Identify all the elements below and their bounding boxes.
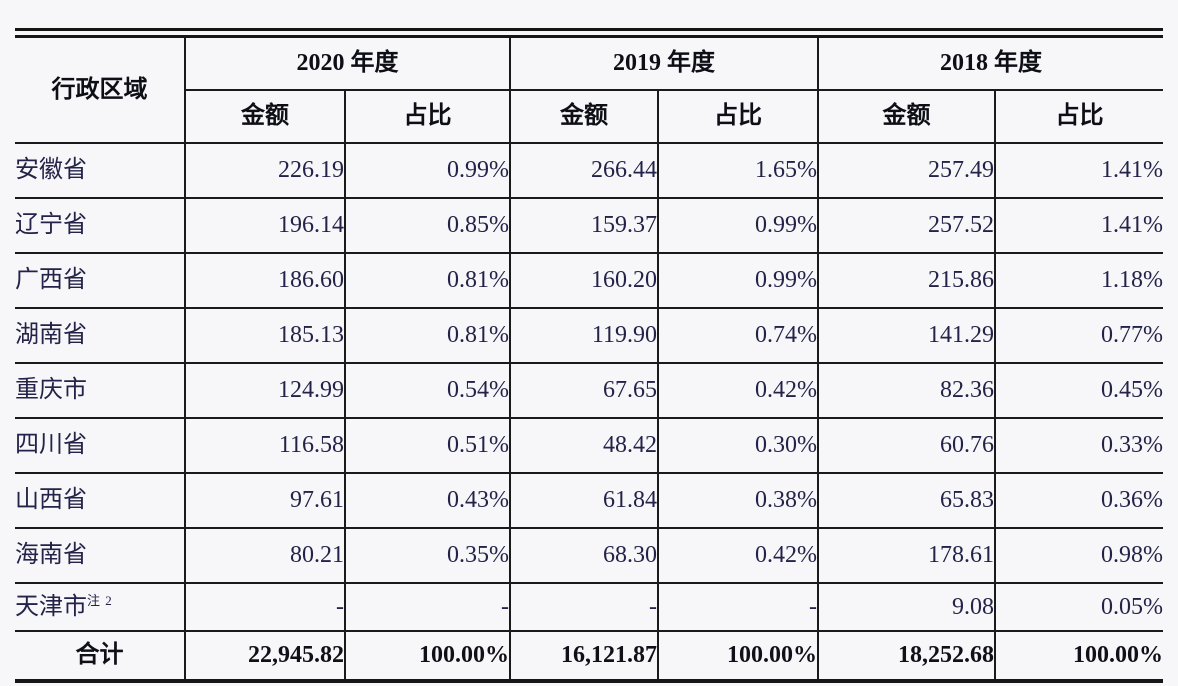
amount-cell: 68.30 [509, 528, 658, 584]
header-row-years: 行政区域 2020 年度 2019 年度 2018 年度 [15, 38, 1163, 144]
amount-cell: 257.49 [817, 143, 995, 199]
share-cell: 0.81% [344, 253, 510, 309]
amount-cell: 215.86 [817, 253, 995, 309]
amount-cell: 185.13 [184, 308, 345, 364]
total-row: 合计 22,945.82 100.00% 16,121.87 100.00% 1… [15, 631, 1163, 683]
table-row: 安徽省 226.19 0.99% 266.44 1.65% 257.49 1.4… [15, 143, 1163, 199]
amount-cell: 257.52 [817, 198, 995, 254]
total-amount-cell: 18,252.68 [817, 631, 995, 683]
amount-cell: 159.37 [509, 198, 658, 254]
region-cell: 安徽省 [15, 143, 185, 199]
table-top-double-rule [15, 28, 1163, 38]
share-header-2020: 占比 [344, 90, 510, 144]
region-cell: 广西省 [15, 253, 185, 309]
region-cell: 湖南省 [15, 308, 185, 364]
total-share-cell: 100.00% [344, 631, 510, 683]
share-cell: 0.98% [994, 528, 1163, 584]
region-label: 天津市 [15, 593, 87, 620]
revenue-by-region-table: 行政区域 2020 年度 2019 年度 2018 年度 金额 占比 金额 占比… [15, 38, 1163, 683]
total-share-cell: 100.00% [657, 631, 818, 683]
share-cell: 0.99% [657, 198, 818, 254]
share-cell: 0.42% [657, 528, 818, 584]
share-cell: 0.74% [657, 308, 818, 364]
footnote-marker: 注 2 [87, 592, 113, 608]
share-cell: 1.18% [994, 253, 1163, 309]
share-cell: 0.54% [344, 363, 510, 419]
share-cell: 0.30% [657, 418, 818, 474]
table-row: 湖南省 185.13 0.81% 119.90 0.74% 141.29 0.7… [15, 308, 1163, 364]
amount-cell: 196.14 [184, 198, 345, 254]
header-row-subcolumns: 金额 占比 金额 占比 金额 占比 [15, 90, 1163, 144]
amount-cell: 48.42 [509, 418, 658, 474]
region-column-header: 行政区域 [15, 38, 185, 144]
share-cell: 0.77% [994, 308, 1163, 364]
amount-cell: 160.20 [509, 253, 658, 309]
amount-cell: 226.19 [184, 143, 345, 199]
amount-cell: 119.90 [509, 308, 658, 364]
total-amount-cell: 16,121.87 [509, 631, 658, 683]
amount-cell: 61.84 [509, 473, 658, 529]
table-row: 天津市注 2 - - - - 9.08 0.05% [15, 583, 1163, 632]
amount-cell: - [509, 583, 658, 632]
amount-cell: 65.83 [817, 473, 995, 529]
amount-cell: 80.21 [184, 528, 345, 584]
share-header-2018: 占比 [994, 90, 1163, 144]
amount-cell: 9.08 [817, 583, 995, 632]
table-row: 辽宁省 196.14 0.85% 159.37 0.99% 257.52 1.4… [15, 198, 1163, 254]
region-cell: 海南省 [15, 528, 185, 584]
amount-cell: 82.36 [817, 363, 995, 419]
share-cell: 0.43% [344, 473, 510, 529]
amount-cell: 266.44 [509, 143, 658, 199]
amount-cell: 124.99 [184, 363, 345, 419]
table-row: 广西省 186.60 0.81% 160.20 0.99% 215.86 1.1… [15, 253, 1163, 309]
amount-cell: 116.58 [184, 418, 345, 474]
year-2018-header: 2018 年度 [817, 38, 1163, 91]
table-row: 四川省 116.58 0.51% 48.42 0.30% 60.76 0.33% [15, 418, 1163, 474]
share-cell: 1.41% [994, 143, 1163, 199]
share-cell: 0.36% [994, 473, 1163, 529]
amount-cell: 60.76 [817, 418, 995, 474]
share-cell: - [657, 583, 818, 632]
share-header-2019: 占比 [657, 90, 818, 144]
region-cell: 四川省 [15, 418, 185, 474]
share-cell: 1.41% [994, 198, 1163, 254]
share-cell: 0.99% [344, 143, 510, 199]
share-cell: 0.99% [657, 253, 818, 309]
amount-header-2018: 金额 [817, 90, 995, 144]
region-cell: 重庆市 [15, 363, 185, 419]
amount-cell: 97.61 [184, 473, 345, 529]
revenue-by-region-table-wrap: 行政区域 2020 年度 2019 年度 2018 年度 金额 占比 金额 占比… [15, 28, 1163, 683]
share-cell: 0.42% [657, 363, 818, 419]
share-cell: 0.05% [994, 583, 1163, 632]
region-cell: 天津市注 2 [15, 583, 185, 632]
year-2020-header: 2020 年度 [184, 38, 510, 91]
amount-header-2020: 金额 [184, 90, 345, 144]
total-label-cell: 合计 [15, 631, 185, 683]
share-cell: 0.81% [344, 308, 510, 364]
year-2019-header: 2019 年度 [509, 38, 818, 91]
share-cell: 0.51% [344, 418, 510, 474]
share-cell: 0.85% [344, 198, 510, 254]
region-cell: 辽宁省 [15, 198, 185, 254]
table-row: 海南省 80.21 0.35% 68.30 0.42% 178.61 0.98% [15, 528, 1163, 584]
region-cell: 山西省 [15, 473, 185, 529]
share-cell: 0.45% [994, 363, 1163, 419]
table-row: 山西省 97.61 0.43% 61.84 0.38% 65.83 0.36% [15, 473, 1163, 529]
share-cell: 0.33% [994, 418, 1163, 474]
amount-cell: 186.60 [184, 253, 345, 309]
total-amount-cell: 22,945.82 [184, 631, 345, 683]
total-share-cell: 100.00% [994, 631, 1163, 683]
share-cell: 0.35% [344, 528, 510, 584]
amount-cell: 178.61 [817, 528, 995, 584]
amount-header-2019: 金额 [509, 90, 658, 144]
share-cell: - [344, 583, 510, 632]
share-cell: 1.65% [657, 143, 818, 199]
share-cell: 0.38% [657, 473, 818, 529]
amount-cell: - [184, 583, 345, 632]
amount-cell: 67.65 [509, 363, 658, 419]
table-row: 重庆市 124.99 0.54% 67.65 0.42% 82.36 0.45% [15, 363, 1163, 419]
amount-cell: 141.29 [817, 308, 995, 364]
